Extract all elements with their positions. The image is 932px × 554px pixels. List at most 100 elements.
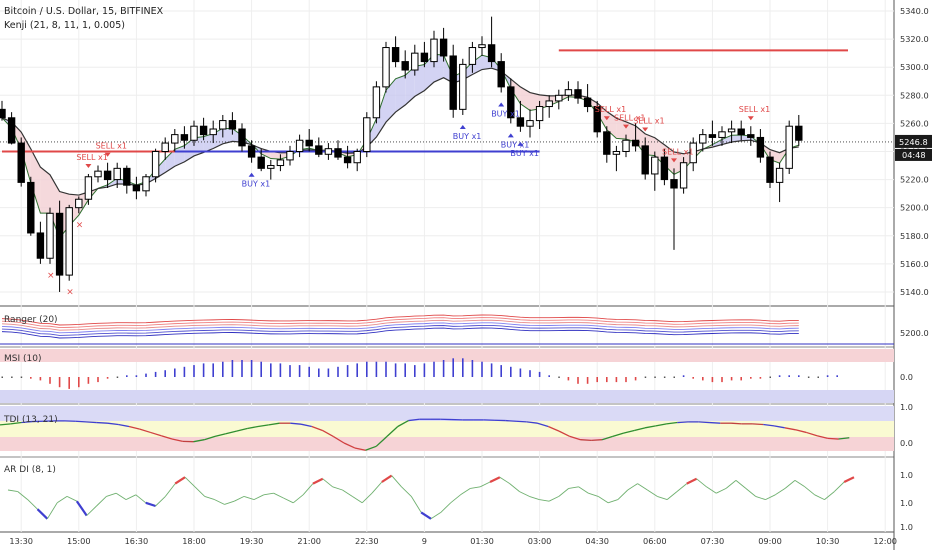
- candle-body: [354, 151, 360, 162]
- msi-dot: [117, 377, 119, 379]
- candle-body: [277, 160, 283, 166]
- ardi-line-segment: [756, 496, 766, 499]
- ardi-line-segment: [569, 487, 579, 489]
- ardi-line-segment: [677, 484, 687, 492]
- candle-body: [152, 151, 158, 176]
- ardi-line-segment: [126, 495, 136, 500]
- tdi-line-segment: [828, 438, 839, 439]
- ardi-line-segment: [185, 477, 195, 487]
- msi-top-band: [0, 349, 894, 362]
- ardi-line-segment: [657, 496, 667, 499]
- ardi-line-segment: [441, 503, 451, 513]
- msi-dot: [21, 377, 23, 379]
- candle-body: [47, 213, 53, 258]
- msi-tick-label: 0.0: [900, 372, 913, 382]
- price-tick-label: 5200.0: [900, 203, 929, 213]
- candle-body: [402, 62, 408, 70]
- ardi-line-segment: [244, 496, 254, 499]
- candle-body: [66, 208, 72, 275]
- candle-body: [344, 157, 350, 163]
- tdi-line-segment: [75, 421, 86, 422]
- ardi-line-segment: [451, 495, 461, 503]
- candle-body: [335, 149, 341, 157]
- tdi-pane[interactable]: [0, 406, 894, 451]
- buy-label: BUY x1: [491, 109, 520, 118]
- candle-body: [738, 129, 744, 135]
- price-tick-label: 5340.0: [900, 6, 929, 16]
- ardi-line-segment: [313, 479, 323, 484]
- price-axis[interactable]: 5340.05320.05300.05280.05260.05240.05220…: [895, 6, 932, 532]
- candle-body: [517, 118, 523, 126]
- buy-arrow-icon: [508, 133, 514, 137]
- candle-body: [671, 180, 677, 188]
- ardi-line-segment: [57, 496, 67, 502]
- ardi-line-segment: [529, 496, 539, 499]
- ardi-line-segment: [8, 490, 18, 492]
- ardi-line-segment: [716, 488, 726, 493]
- time-tick-label: 01:30: [470, 536, 494, 546]
- ardi-line-segment: [510, 484, 520, 492]
- tdi-line-segment: [581, 440, 592, 441]
- time-tick-label: 06:00: [643, 536, 667, 546]
- ardi-line-segment: [470, 487, 480, 489]
- buy-arrow-icon: [460, 125, 466, 129]
- ardi-line-segment: [87, 506, 97, 516]
- ardi-line-segment: [706, 487, 716, 493]
- candle-body: [469, 48, 475, 65]
- candle-body: [796, 126, 802, 140]
- candle-body: [8, 118, 14, 143]
- ardi-line-segment: [165, 484, 175, 497]
- tdi-tick-label: 0.0: [900, 438, 913, 448]
- candle-body: [364, 118, 370, 152]
- candle-body: [325, 149, 331, 155]
- candle-body: [556, 95, 562, 101]
- price-tick-label: 5320.0: [900, 34, 929, 44]
- ardi-line-segment: [411, 496, 421, 512]
- time-tick-label: 18:00: [182, 536, 206, 546]
- ardi-line-segment: [834, 482, 844, 492]
- ardi-line-segment: [97, 496, 107, 506]
- msi-pane[interactable]: [0, 349, 894, 403]
- time-tick-label: 19:30: [240, 536, 264, 546]
- ardi-line-segment: [333, 487, 343, 490]
- ardi-line-segment: [628, 484, 638, 490]
- ardi-line-segment: [382, 476, 392, 482]
- candle-body: [95, 171, 101, 177]
- ardi-line-segment: [559, 488, 569, 496]
- candle-body: [200, 126, 206, 134]
- tdi-line-segment: [699, 422, 710, 423]
- time-tick-label: 15:00: [67, 536, 91, 546]
- ardi-line-segment: [598, 496, 608, 502]
- ardi-title: AR DI (8, 1): [4, 465, 56, 475]
- time-tick-label: 13:30: [9, 536, 33, 546]
- candle-body: [488, 45, 494, 62]
- candle-body: [220, 121, 226, 129]
- candle-body: [719, 132, 725, 138]
- ranger-pane[interactable]: [0, 315, 894, 344]
- ardi-pane[interactable]: [8, 476, 854, 519]
- x-marker-icon: ×: [76, 220, 84, 230]
- buy-label: BUY x1: [242, 180, 271, 189]
- ardi-line-segment: [746, 488, 756, 496]
- time-tick-label: 03:00: [528, 536, 552, 546]
- price-tick-label: 5300.0: [900, 62, 929, 72]
- time-tick-label: 09:00: [758, 536, 782, 546]
- candle-body: [56, 213, 62, 275]
- candle-body: [0, 109, 5, 117]
- buy-arrow-icon: [498, 102, 504, 106]
- candle-body: [440, 39, 446, 56]
- ardi-line-segment: [687, 479, 697, 484]
- candle-body: [786, 126, 792, 168]
- ardi-line-segment: [323, 479, 333, 487]
- ardi-line-segment: [146, 503, 156, 506]
- ranger-tick-label: 5200.0: [900, 328, 929, 338]
- ardi-line-segment: [342, 490, 352, 496]
- candle-body: [604, 132, 610, 154]
- candle-body: [776, 168, 782, 182]
- ardi-line-segment: [47, 503, 57, 519]
- time-tick-label: 10:30: [816, 536, 840, 546]
